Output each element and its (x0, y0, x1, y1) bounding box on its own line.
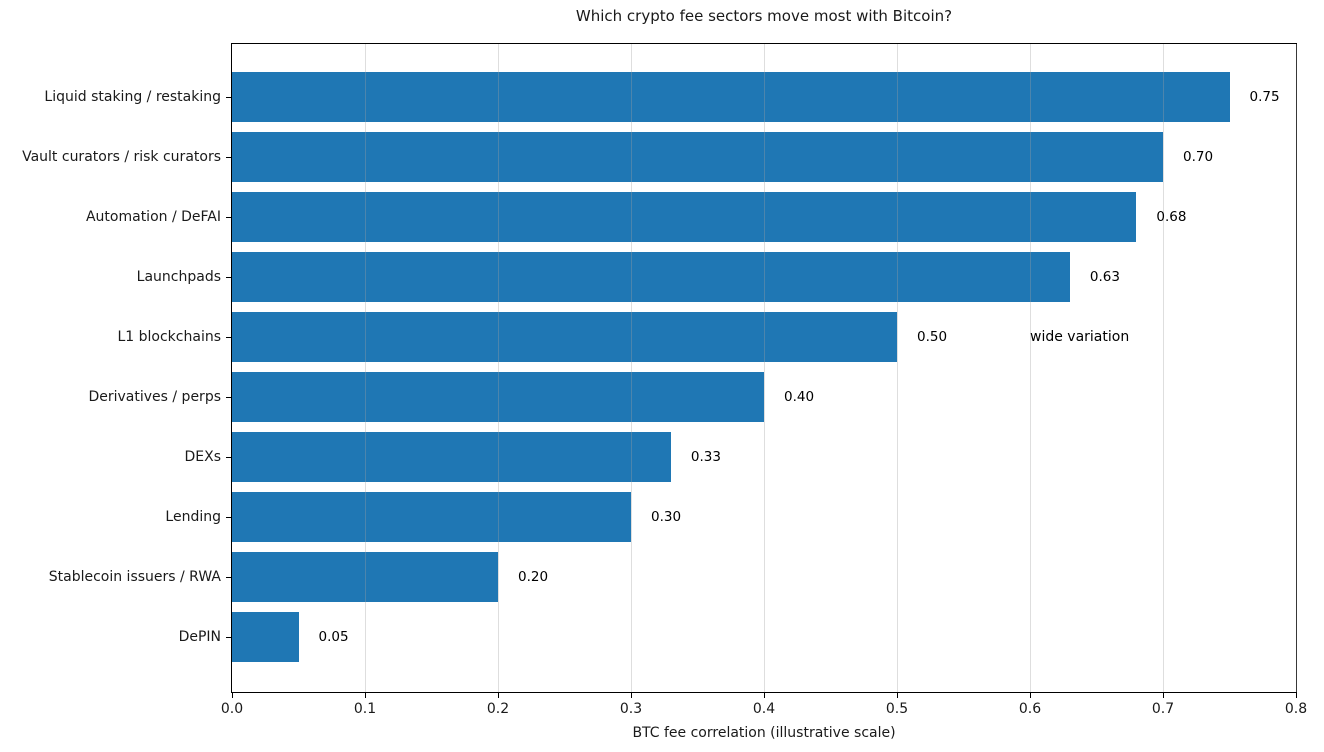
bar-value-label: 0.05 (318, 629, 349, 645)
y-tick-mark (226, 577, 231, 578)
gridline (498, 44, 499, 692)
y-tick-label: Stablecoin issuers / RWA (48, 569, 221, 585)
bar-value-label: 0.68 (1156, 209, 1187, 225)
gridline (1030, 44, 1031, 692)
x-tick-label: 0.3 (619, 701, 643, 717)
y-tick-label: Launchpads (136, 269, 221, 285)
bar (232, 432, 671, 482)
x-tick-label: 0.1 (353, 701, 377, 717)
x-axis-title: BTC fee correlation (illustrative scale) (632, 725, 896, 741)
y-tick-mark (226, 157, 231, 158)
x-tick-mark (365, 693, 366, 698)
y-axis-labels: Liquid staking / restaking Vault curators… (0, 0, 221, 752)
x-tick-mark (897, 693, 898, 698)
x-tick-mark (1163, 693, 1164, 698)
annotation-text: wide variation (1030, 329, 1130, 345)
x-tick-mark (1296, 693, 1297, 698)
y-tick-label: Automation / DeFAI (85, 209, 221, 225)
gridline (897, 44, 898, 692)
y-tick-mark (226, 337, 231, 338)
y-tick-mark (226, 457, 231, 458)
bar-value-label: 0.50 (917, 329, 948, 345)
y-tick-label: Lending (165, 509, 221, 525)
y-tick-label: DEXs (184, 449, 221, 465)
y-tick-label: Liquid staking / restaking (44, 89, 221, 105)
bar-value-label: 0.33 (690, 449, 721, 465)
gridline (1296, 44, 1297, 692)
bar-value-label: 0.75 (1249, 89, 1280, 105)
y-tick-mark (226, 97, 231, 98)
bar (232, 492, 631, 542)
y-tick-mark (226, 397, 231, 398)
gridline (365, 44, 366, 692)
x-tick-label: 0.7 (1151, 701, 1175, 717)
x-tick-label: 0.2 (486, 701, 510, 717)
y-tick-label: DePIN (178, 629, 221, 645)
gridline (1163, 44, 1164, 692)
bar (232, 312, 897, 362)
y-tick-label: L1 blockchains (117, 329, 221, 345)
y-tick-mark (226, 277, 231, 278)
bar-value-label: 0.70 (1183, 149, 1214, 165)
plot-area: 0.75 0.70 0.68 0.63 0.50 0.40 0.33 0.30 0.20 0.05… (231, 43, 1297, 693)
bar-value-label: 0.20 (518, 569, 549, 585)
bar (232, 132, 1163, 182)
bar-value-label: 0.40 (784, 389, 815, 405)
gridline (764, 44, 765, 692)
x-tick-label: 0.5 (885, 701, 909, 717)
chart-title: Which crypto fee sectors move most with … (575, 7, 953, 25)
x-tick-mark (1030, 693, 1031, 698)
x-tick-label: 0.0 (220, 701, 244, 717)
bar (232, 192, 1137, 242)
bar-value-label: 0.63 (1089, 269, 1120, 285)
y-tick-label: Derivatives / perps (88, 389, 221, 405)
y-tick-label: Vault curators / risk curators (22, 149, 221, 165)
bar (232, 552, 498, 602)
x-tick-mark (764, 693, 765, 698)
x-tick-mark (498, 693, 499, 698)
y-tick-mark (226, 517, 231, 518)
x-tick-label: 0.8 (1284, 701, 1308, 717)
x-tick-mark (232, 693, 233, 698)
bar (232, 72, 1230, 122)
bar (232, 372, 764, 422)
bar-value-label: 0.30 (651, 509, 682, 525)
x-tick-mark (631, 693, 632, 698)
x-tick-label: 0.6 (1018, 701, 1042, 717)
y-tick-mark (226, 217, 231, 218)
gridline (631, 44, 632, 692)
x-tick-label: 0.4 (752, 701, 776, 717)
bar (232, 612, 299, 662)
y-tick-mark (226, 637, 231, 638)
bar (232, 252, 1070, 302)
